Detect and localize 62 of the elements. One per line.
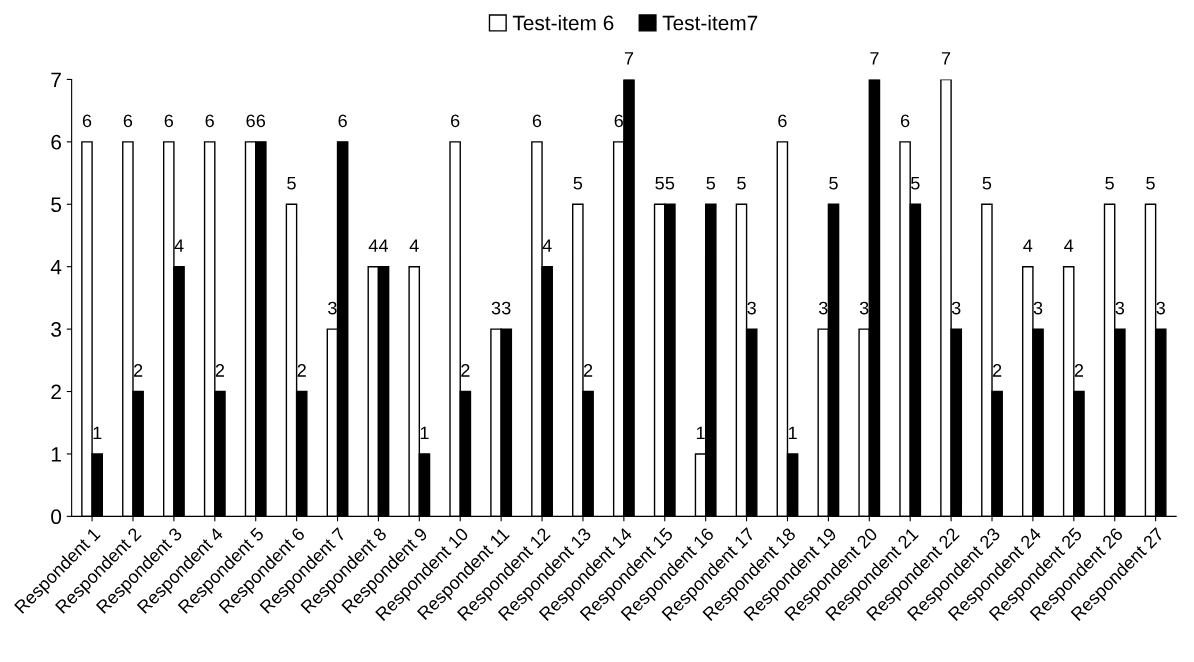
- data-label: 2: [461, 364, 470, 377]
- legend-label: Test-item 6: [512, 15, 614, 31]
- y-tick-label: 6: [51, 134, 61, 150]
- data-label: 3: [1033, 301, 1043, 315]
- data-label: 2: [215, 364, 225, 377]
- data-label: 6: [123, 114, 133, 128]
- data-label: 3: [1156, 301, 1165, 315]
- data-label: 6: [614, 114, 623, 128]
- y-tick-label: 4: [50, 259, 62, 275]
- data-label: 3: [328, 301, 337, 315]
- data-label: 6: [532, 114, 542, 128]
- y-tick-label: 2: [51, 384, 61, 400]
- y-tick-label: 1: [51, 447, 61, 462]
- data-label: 6: [338, 114, 347, 128]
- data-label: 2: [297, 364, 306, 377]
- data-label: 2: [1074, 364, 1084, 377]
- data-label: 5: [573, 176, 583, 190]
- data-label: 3: [501, 301, 511, 315]
- data-label: 4: [409, 239, 419, 252]
- data-label: 3: [1115, 301, 1125, 315]
- data-label: 5: [737, 176, 746, 190]
- data-label: 5: [1146, 176, 1155, 190]
- data-label: 3: [818, 301, 828, 315]
- y-tick-label: 3: [51, 322, 61, 337]
- y-tick-label: 0: [51, 509, 62, 525]
- data-label: 5: [1105, 176, 1114, 190]
- data-label: 1: [420, 426, 429, 440]
- data-label: 5: [665, 176, 675, 190]
- data-label: 4: [1064, 239, 1074, 252]
- y-tick-label: 5: [51, 197, 62, 213]
- data-label: 1: [788, 426, 797, 440]
- data-label: 6: [451, 114, 460, 128]
- data-label: 3: [491, 301, 501, 315]
- data-label: 5: [706, 176, 716, 190]
- data-label: 1: [93, 426, 102, 440]
- data-label: 1: [696, 426, 705, 440]
- data-label: 4: [368, 239, 378, 252]
- data-label: 7: [941, 52, 951, 65]
- data-label: 4: [378, 239, 389, 252]
- data-label: 6: [246, 114, 255, 128]
- data-label: 6: [900, 114, 910, 128]
- data-label: 5: [287, 176, 296, 190]
- y-tick-label: 7: [51, 72, 61, 87]
- data-label: 6: [205, 114, 214, 128]
- data-label: 6: [82, 114, 92, 128]
- legend-label: Test-item7: [662, 15, 758, 31]
- data-label: 6: [778, 114, 787, 128]
- data-label: 5: [655, 176, 664, 190]
- data-label: 2: [134, 364, 143, 377]
- data-label: 7: [624, 52, 634, 65]
- data-label: 5: [911, 176, 920, 190]
- data-label: 3: [747, 301, 756, 315]
- data-label: 6: [256, 114, 266, 128]
- data-label: 2: [993, 364, 1002, 377]
- data-label: 4: [1023, 239, 1033, 252]
- data-label: 6: [164, 114, 174, 128]
- data-label: 3: [951, 301, 961, 315]
- data-label: 3: [859, 301, 869, 315]
- data-label: 7: [870, 52, 879, 65]
- data-label: 5: [829, 176, 838, 190]
- data-label: 2: [583, 364, 593, 377]
- data-label: 5: [982, 176, 992, 190]
